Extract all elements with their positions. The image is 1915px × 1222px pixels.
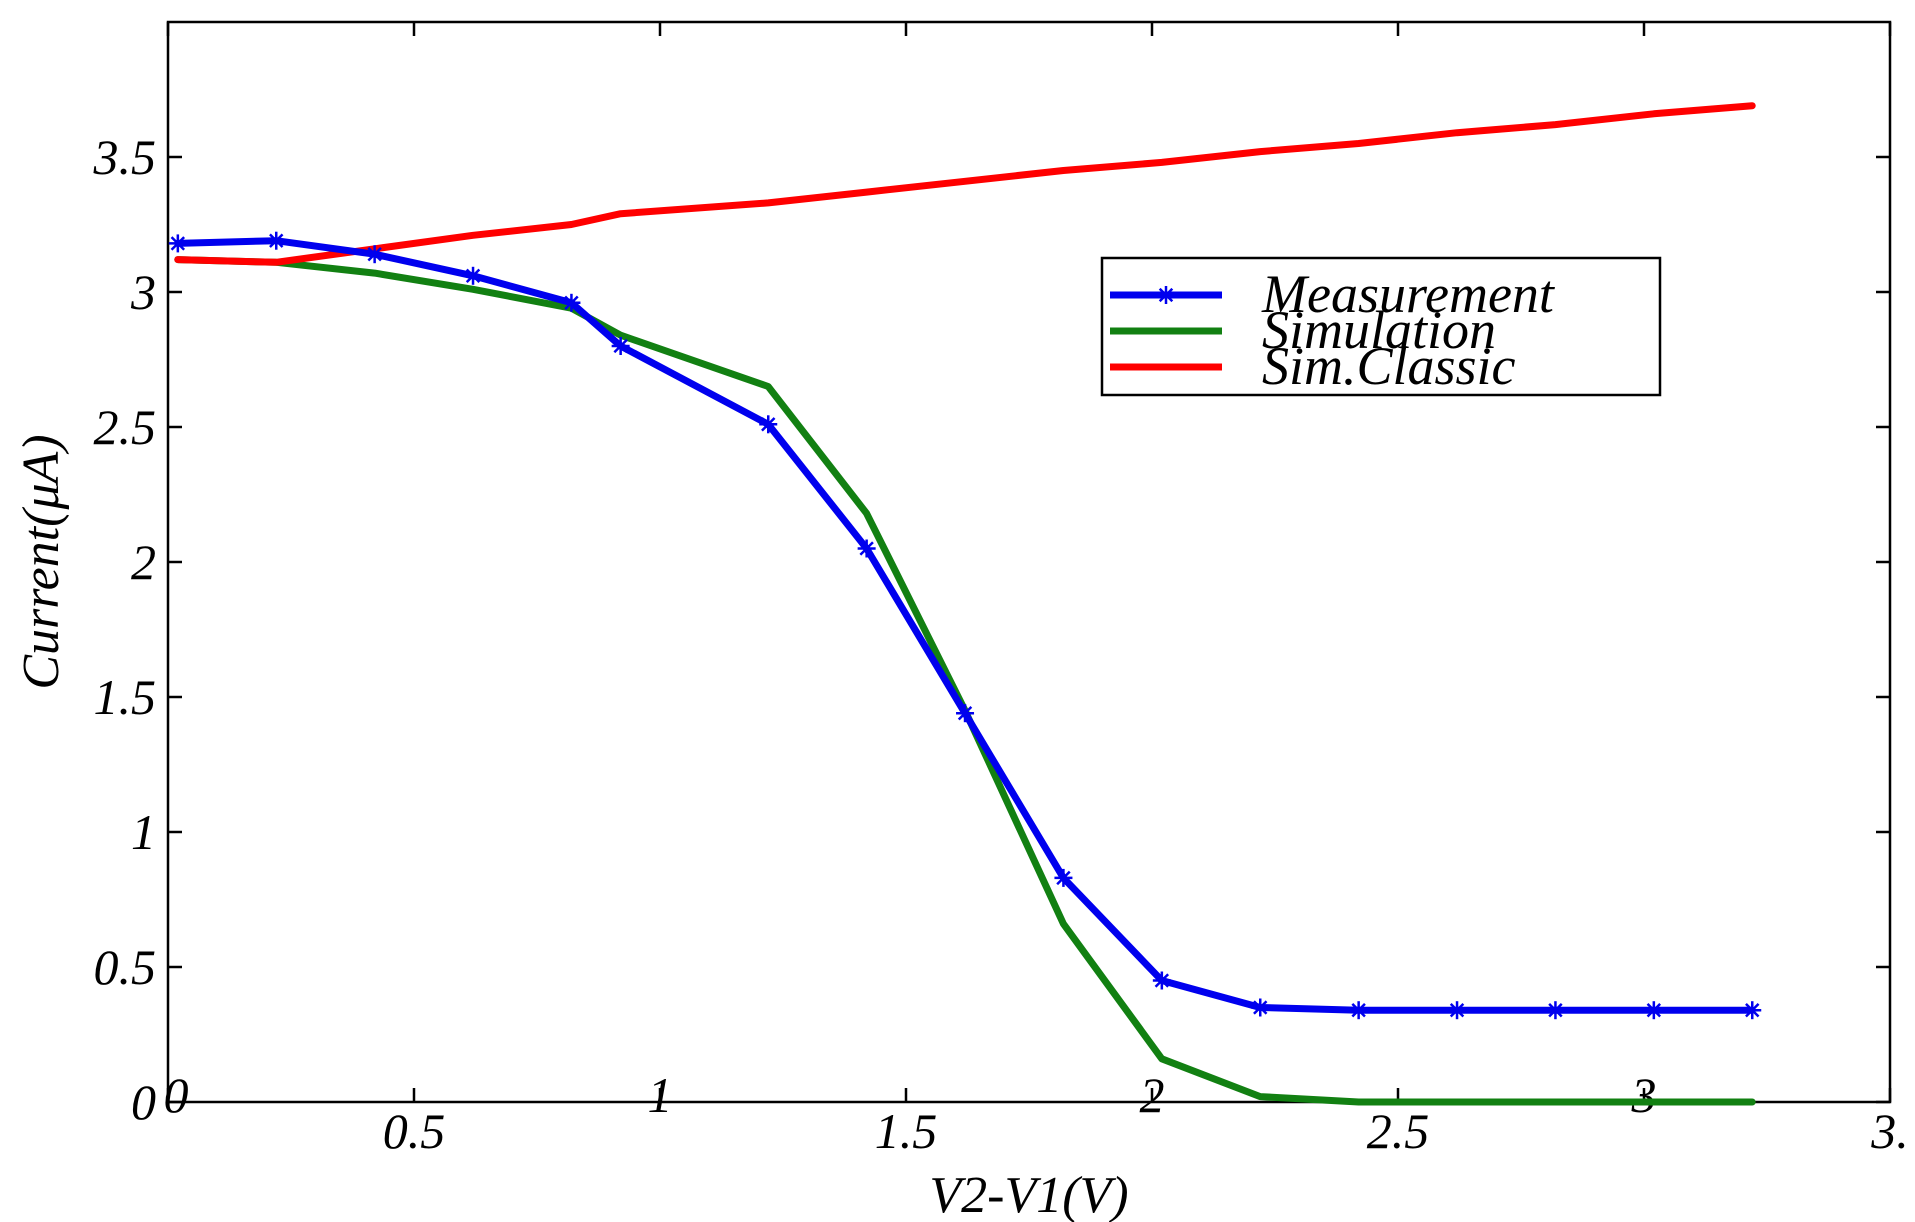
y-tick-label: 2 (131, 534, 156, 590)
marker-stroke (1745, 1003, 1760, 1018)
series-lines (168, 102, 1762, 1106)
y-tick-label: 2.5 (94, 399, 157, 455)
x-tick-label: 1 (648, 1067, 673, 1123)
y-tick-label: 1 (131, 804, 156, 860)
x-tick-label: 2.5 (1367, 1103, 1430, 1159)
marker-stroke (859, 541, 874, 556)
data-point-measurement (1349, 1001, 1368, 1020)
data-point-measurement (759, 415, 778, 434)
x-tick-label: 2 (1140, 1067, 1165, 1123)
data-point-measurement (267, 231, 286, 250)
marker-stroke (613, 338, 628, 354)
legend-box (1100, 256, 1662, 397)
x-tick-label: 3. (1870, 1103, 1909, 1159)
marker-stroke (1351, 1003, 1366, 1018)
marker-stroke (1154, 973, 1170, 988)
data-point-measurement (464, 266, 483, 285)
data-point-measurement (1644, 1001, 1663, 1020)
y-tick-label: 3.5 (93, 129, 157, 185)
marker-stroke (564, 295, 579, 310)
data-point-measurement (365, 245, 384, 264)
marker-stroke (170, 236, 186, 251)
data-point-measurement (1152, 971, 1171, 990)
series-line-sim-classic (174, 102, 1756, 266)
plot-frame (166, 20, 1892, 1104)
legend-label-simulation: Simulation (1262, 300, 1496, 360)
y-tick-label: 1.5 (94, 669, 157, 725)
data-point-measurement (956, 704, 975, 723)
data-point-measurement (1743, 1001, 1762, 1020)
marker-stroke (465, 268, 481, 283)
data-point-measurement (168, 234, 187, 253)
marker-stroke (1449, 1003, 1465, 1018)
marker-stroke (269, 233, 284, 248)
marker-stroke (1548, 1003, 1563, 1018)
marker-stroke (957, 706, 973, 721)
x-axis-title: V2-V1(V) (929, 1167, 1128, 1222)
y-axis-title: Current(μA) (13, 434, 70, 689)
data-point-measurement (611, 337, 630, 355)
data-point-measurement (1448, 1001, 1467, 1020)
marker-stroke (1056, 870, 1071, 886)
marker-stroke (761, 417, 776, 432)
legend-marker-measurement (1157, 286, 1175, 304)
marker-stroke (367, 247, 382, 262)
y-tick-label: 0 (131, 1074, 156, 1130)
legend-label-sim-classic: Sim.Classic (1262, 336, 1516, 396)
data-point-measurement (1546, 1001, 1565, 1020)
x-axis: 0 0.5 1 1.5 2 2.5 3 3. (164, 22, 1909, 1159)
y-tick-label: 0.5 (94, 939, 157, 995)
marker-stroke (1253, 1000, 1268, 1015)
marker-stroke (1646, 1003, 1662, 1018)
plot-area-border (166, 20, 1892, 1104)
x-tick-label: 3 (1631, 1067, 1657, 1123)
y-axis: 0 0.5 1 1.5 2 2.5 3 3.5 (93, 129, 1890, 1130)
x-tick-label: 1.5 (875, 1103, 938, 1159)
legend-label-measurement: Measurement (1261, 264, 1556, 324)
data-point-measurement (1054, 868, 1073, 887)
data-point-measurement (562, 293, 581, 312)
x-tick-label: 0.5 (383, 1103, 446, 1159)
marker-stroke (1158, 287, 1174, 303)
data-point-measurement (857, 539, 876, 558)
y-tick-label: 3 (130, 264, 156, 320)
x-tick-label: 0 (164, 1067, 189, 1123)
data-point-measurement (1251, 998, 1270, 1017)
